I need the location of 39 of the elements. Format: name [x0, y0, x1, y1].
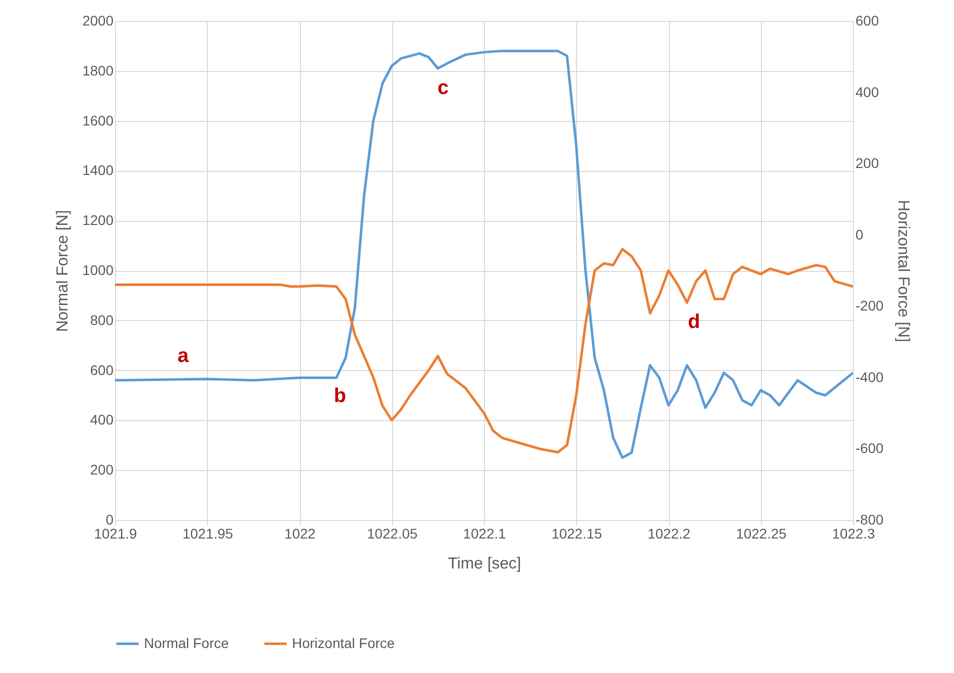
- y2-tick-label: -400: [856, 368, 884, 385]
- y2-tick-label: -800: [856, 512, 884, 528]
- y2-tick-label: -600: [856, 440, 884, 456]
- annotation: a: [177, 345, 190, 367]
- x-tick-label: 1021.9: [94, 526, 138, 542]
- y-tick-label: 0: [106, 512, 114, 528]
- y-tick-label: 400: [90, 412, 114, 428]
- x-tick-label: 1021.95: [182, 526, 234, 542]
- x-tick-label: 1022.1: [463, 526, 506, 542]
- y2-tick-label: 200: [856, 155, 880, 172]
- x-tick-label: 1022.2: [648, 526, 691, 542]
- annotation: c: [437, 77, 449, 99]
- x-tick-label: 1022.3: [832, 526, 876, 542]
- y2-tick-label: 600: [856, 12, 880, 28]
- line-series: [115, 248, 853, 454]
- x-tick-label: 1022: [284, 526, 316, 542]
- y-tick-label: 1600: [82, 112, 114, 128]
- y-tick-label: 200: [90, 462, 114, 478]
- y-tick-label: 1400: [82, 162, 114, 178]
- annotation: d: [688, 311, 700, 333]
- x-tick-label: 1022.25: [736, 526, 787, 542]
- y2-tick-label: -200: [856, 298, 884, 314]
- y-tick-label: 1000: [82, 262, 114, 278]
- y2-axis-title: Horizontal Force [N]: [894, 200, 912, 342]
- y-tick-label: 1800: [82, 62, 114, 78]
- legend-label: Horizontal Force: [292, 634, 395, 651]
- y2-tick-label: 400: [856, 84, 880, 100]
- x-axis-title: Time [sec]: [448, 556, 522, 572]
- line-series: [115, 50, 853, 459]
- legend-label: Normal Force: [144, 634, 230, 651]
- annotation: b: [334, 385, 346, 407]
- y-tick-label: 1200: [82, 212, 114, 228]
- y-axis-title: Normal Force [N]: [54, 210, 72, 332]
- y-tick-label: 600: [90, 362, 114, 378]
- x-tick-label: 1022.05: [366, 526, 418, 542]
- y-tick-label: 800: [90, 312, 114, 328]
- x-tick-label: 1022.15: [551, 526, 602, 542]
- y2-tick-label: 0: [856, 226, 864, 242]
- y-tick-label: 2000: [82, 12, 114, 28]
